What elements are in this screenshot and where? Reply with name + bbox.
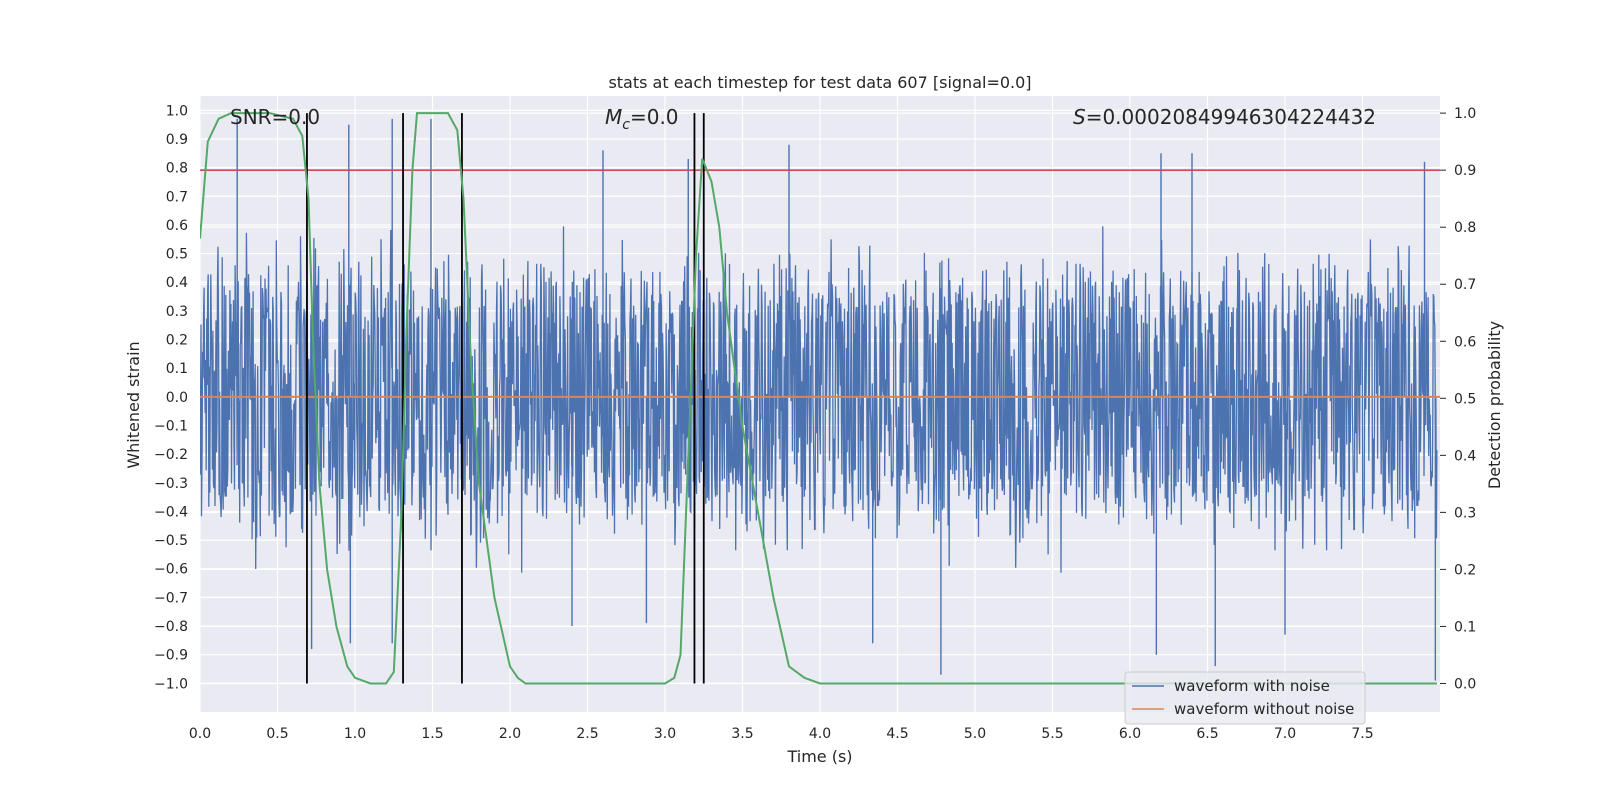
x-tick-label: 4.0 <box>809 726 831 742</box>
s-annotation: S=0.00020849946304224432 <box>1073 105 1376 129</box>
s-value: =0.00020849946304224432 <box>1086 105 1376 129</box>
y-tick-label: −0.9 <box>154 648 188 664</box>
noise-waveform-line <box>200 226 1438 573</box>
y-tick-label: 0.6 <box>166 218 188 234</box>
y-tick-label-right: 0.1 <box>1454 619 1476 635</box>
y-tick-label: −0.6 <box>154 562 188 578</box>
snr-annotation: SNR=0.0 <box>230 105 320 129</box>
y-tick-label: −1.0 <box>154 676 188 692</box>
y-tick-label: 0.5 <box>166 247 188 263</box>
x-tick-label: 6.0 <box>1119 726 1141 742</box>
y-tick-label: −0.2 <box>154 447 188 463</box>
x-tick-label: 5.0 <box>964 726 986 742</box>
y-tick-label-right: 0.5 <box>1454 391 1476 407</box>
y-axis-label: Whitened strain <box>124 341 143 468</box>
y-tick-label: −0.4 <box>154 504 188 520</box>
x-tick-label: 3.5 <box>731 726 753 742</box>
y-tick-label: 0.2 <box>166 333 188 349</box>
x-tick-label: 7.0 <box>1274 726 1296 742</box>
chirp-mass-symbol: M <box>605 105 622 129</box>
x-tick-label: 2.5 <box>576 726 598 742</box>
y-tick-label-right: 1.0 <box>1454 106 1476 122</box>
y-tick-label-right: 0.3 <box>1454 505 1476 521</box>
x-tick-label: 1.0 <box>344 726 366 742</box>
overlay-lines <box>200 112 1440 685</box>
legend: waveform with noise waveform without noi… <box>1124 671 1366 725</box>
legend-label-noise: waveform with noise <box>1174 677 1330 695</box>
y-tick-label: 0.8 <box>166 161 188 177</box>
y-tick-label: 0.7 <box>166 189 188 205</box>
y-tick-label-right: 0.4 <box>1454 448 1476 464</box>
y-tick-label: 0.0 <box>166 390 188 406</box>
y-tick-label: 1.0 <box>166 103 188 119</box>
x-tick-label: 5.5 <box>1041 726 1063 742</box>
x-tick-label: 0.0 <box>189 726 211 742</box>
noise-series <box>200 118 1438 681</box>
chirp-mass-annotation: Mc=0.0 <box>605 105 679 133</box>
chirp-mass-subscript: c <box>622 117 630 133</box>
y-tick-label: 0.4 <box>166 275 188 291</box>
y-tick-label: −0.8 <box>154 619 188 635</box>
y-axis-label-right: Detection probability <box>1485 321 1504 489</box>
x-tick-label: 6.5 <box>1196 726 1218 742</box>
y-tick-label: −0.5 <box>154 533 188 549</box>
y-tick-label-right: 0.0 <box>1454 676 1476 692</box>
y-tick-label-right: 0.8 <box>1454 220 1476 236</box>
x-tick-label: 7.5 <box>1351 726 1373 742</box>
chart-title: stats at each timestep for test data 607… <box>608 73 1031 92</box>
x-tick-label: 0.5 <box>266 726 288 742</box>
x-ticks: 0.0 0.5 1.0 1.5 2.0 2.5 3.0 3.5 4.0 4.5 5.0 5.5 6.0 6… <box>189 726 1374 742</box>
s-symbol: S <box>1073 105 1086 129</box>
x-tick-label: 2.0 <box>499 726 521 742</box>
y-tick-label-right: 0.2 <box>1454 562 1476 578</box>
x-axis-label: Time (s) <box>786 747 852 766</box>
y-tick-label: 0.9 <box>166 132 188 148</box>
y-ticks-right: 1.0 0.9 0.8 0.7 0.6 0.5 0.4 0.3 0.2 0.1 0.0 <box>1440 106 1476 692</box>
x-tick-label: 4.5 <box>886 726 908 742</box>
y-tick-label: −0.1 <box>154 418 188 434</box>
y-tick-label-right: 0.7 <box>1454 277 1476 293</box>
y-tick-label: 0.1 <box>166 361 188 377</box>
y-tick-label: 0.3 <box>166 304 188 320</box>
x-tick-label: 1.5 <box>421 726 443 742</box>
chirp-mass-value: =0.0 <box>630 105 679 129</box>
y-tick-label-right: 0.6 <box>1454 334 1476 350</box>
y-tick-label: −0.7 <box>154 590 188 606</box>
x-tick-label: 3.0 <box>654 726 676 742</box>
y-tick-label: −0.3 <box>154 476 188 492</box>
legend-box <box>1124 671 1366 725</box>
y-tick-label-right: 0.9 <box>1454 163 1476 179</box>
legend-label-clean: waveform without noise <box>1174 700 1354 718</box>
detection-probability-line <box>200 112 1437 685</box>
y-ticks-left: 1.0 0.9 0.8 0.7 0.6 0.5 0.4 0.3 0.2 0.1 0.0 −0.1 −0.… <box>154 103 188 692</box>
